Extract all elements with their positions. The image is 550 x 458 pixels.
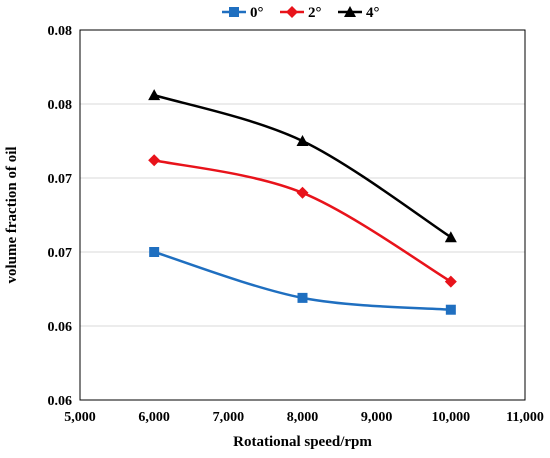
data-point xyxy=(445,304,456,315)
y-axis-ticks: 0.06 0.06 0.07 0.07 0.08 0.08 xyxy=(48,24,73,409)
x-tick-label: 8,000 xyxy=(287,410,319,425)
series-3 xyxy=(148,89,457,243)
x-tick-label: 11,000 xyxy=(506,410,544,425)
y-tick-label: 0.06 xyxy=(48,320,73,335)
x-axis-ticks: 5,000 6,000 7,000 8,000 9,000 10,000 11,000 xyxy=(64,410,544,425)
x-tick-label: 7,000 xyxy=(213,410,245,425)
y-tick-label: 0.08 xyxy=(48,98,73,113)
series-group xyxy=(148,89,457,315)
plot-area-frame xyxy=(79,29,526,401)
data-point xyxy=(149,247,160,257)
series-1 xyxy=(149,247,456,315)
legend-marker xyxy=(286,6,298,18)
x-tick-label: 5,000 xyxy=(64,410,96,425)
legend: 0° 2° 4° xyxy=(222,5,380,21)
legend-item: 0° xyxy=(222,5,264,21)
data-point xyxy=(297,292,308,303)
y-tick-label: 0.07 xyxy=(48,172,73,187)
x-axis-title: Rotational speed/rpm xyxy=(233,434,372,450)
series-2 xyxy=(148,154,457,288)
data-point xyxy=(296,186,309,199)
legend-label: 0° xyxy=(250,5,264,21)
series-line xyxy=(153,93,452,239)
legend-label: 2° xyxy=(308,5,322,21)
data-point xyxy=(296,135,309,146)
legend-item: 2° xyxy=(280,5,322,21)
legend-label: 4° xyxy=(366,5,380,21)
data-point xyxy=(148,89,161,101)
data-point xyxy=(444,275,457,288)
data-point xyxy=(444,231,457,243)
legend-marker xyxy=(229,7,239,17)
y-axis-title: volume fraction of oil xyxy=(4,146,20,283)
y-tick-label: 0.07 xyxy=(48,246,73,261)
legend-item: 4° xyxy=(338,5,380,21)
x-tick-label: 9,000 xyxy=(361,410,393,425)
x-tick-label: 6,000 xyxy=(138,410,170,425)
data-point xyxy=(148,154,161,167)
legend-marker xyxy=(344,6,356,17)
y-tick-label: 0.06 xyxy=(48,394,73,409)
y-tick-label: 0.08 xyxy=(48,24,73,39)
x-tick-label: 10,000 xyxy=(432,410,471,425)
